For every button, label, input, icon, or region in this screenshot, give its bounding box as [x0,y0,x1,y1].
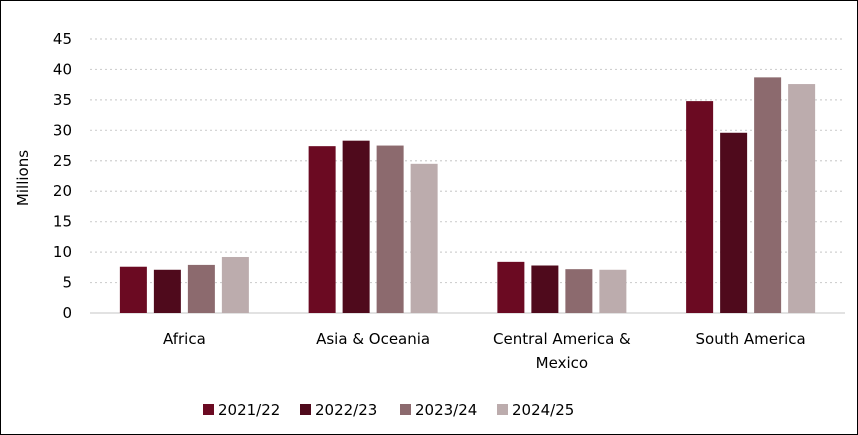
y-tick-label: 45 [53,30,72,48]
legend-item-2023-24: 2023/24 [400,401,477,419]
bar-2024-25-3 [788,84,816,314]
y-tick-label: 40 [53,60,72,78]
legend-label: 2023/24 [415,401,477,419]
legend-swatch [400,404,411,415]
legend: 2021/22 2022/23 2023/24 2024/25 [203,401,574,419]
x-category-label: South America [696,330,806,348]
bar-2022-23-2 [531,265,559,313]
bar-2022-23-3 [720,132,748,313]
bar-2024-25-2 [599,269,627,313]
y-tick-label: 25 [53,152,72,170]
bar-2021-22-0 [119,266,147,313]
bar-2022-23-0 [153,269,181,313]
legend-swatch [203,404,214,415]
y-tick-label: 35 [53,91,72,109]
legend-label: 2022/23 [315,401,377,419]
legend-item-2022-23: 2022/23 [300,401,377,419]
bar-2024-25-0 [221,256,249,313]
y-tick-label: 10 [53,243,72,261]
y-tick-label: 0 [62,304,72,322]
bar-2023-24-2 [565,269,593,313]
x-category-label: Central America & [493,330,631,348]
x-category-label: Asia & Oceania [316,330,430,348]
legend-item-2024-25: 2024/25 [497,401,574,419]
x-category-label: Mexico [536,354,588,372]
legend-label: 2021/22 [218,401,280,419]
y-tick-label: 20 [53,182,72,200]
gridlines [90,38,845,314]
legend-label: 2024/25 [512,401,574,419]
legend-item-2021-22: 2021/22 [203,401,280,419]
bar-2022-23-1 [342,140,370,313]
y-tick-label: 30 [53,121,72,139]
bar-2023-24-0 [187,264,215,313]
bar-2021-22-3 [686,101,714,314]
bar-2023-24-1 [376,145,404,313]
y-tick-label: 15 [53,213,72,231]
category-labels: Africa Asia & Oceania Central America & Mex… [163,330,806,372]
x-category-label: Africa [163,330,206,348]
bar-2021-22-1 [308,146,336,313]
bar-2024-25-1 [410,163,438,313]
y-axis-ticks: 0 5 10 15 20 25 30 35 40 45 [53,30,72,322]
y-axis-label: Millions [14,150,32,206]
legend-swatch [497,404,508,415]
bars [119,77,816,314]
bar-2021-22-2 [497,261,525,313]
y-tick-label: 5 [62,274,72,292]
bar-2023-24-3 [754,77,782,313]
legend-swatch [300,404,311,415]
